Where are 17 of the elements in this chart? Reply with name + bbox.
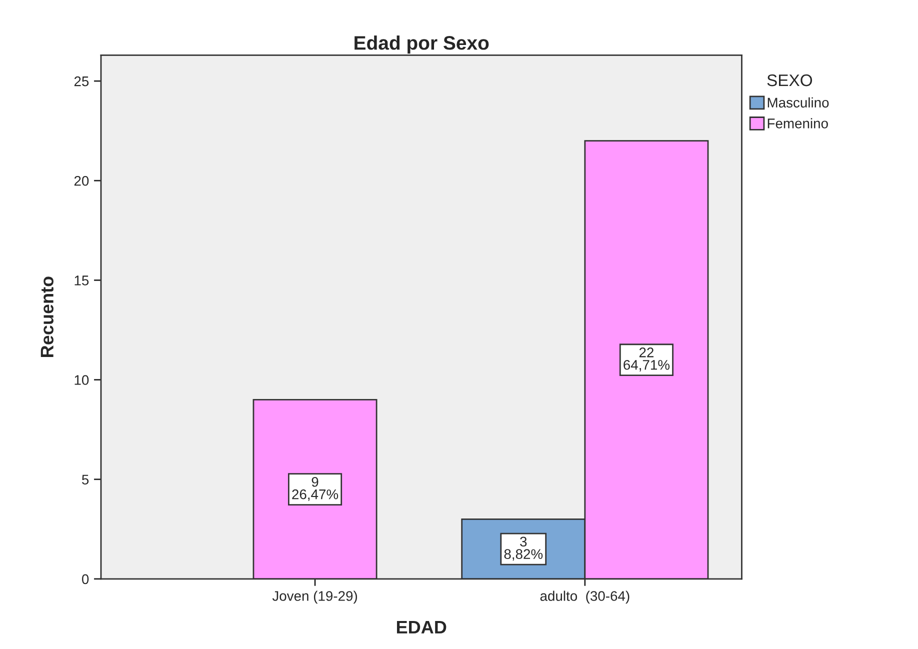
legend-title: SEXO xyxy=(767,74,812,86)
x-axis-title: EDAD xyxy=(396,620,446,634)
legend-label: Masculino xyxy=(768,97,829,108)
data-label: 9 26,47% xyxy=(292,476,338,501)
y-tick-label: 20 xyxy=(74,176,89,186)
chart-title: Edad por Sexo xyxy=(354,36,489,54)
y-tick-label: 0 xyxy=(82,574,89,584)
legend-label: Femenino xyxy=(768,118,828,128)
y-tick-label: 25 xyxy=(74,76,89,86)
y-tick-label: 5 xyxy=(82,474,89,485)
x-tick-label: adulto (30-64) xyxy=(540,590,630,604)
data-label: 22 64,71% xyxy=(624,348,670,372)
x-tick-label: Joven (19-29) xyxy=(272,590,358,604)
y-tick-label: 10 xyxy=(74,375,89,385)
data-label: 3 8,82% xyxy=(504,536,543,561)
y-tick-label: 15 xyxy=(74,276,89,286)
y-axis-title: Recuento xyxy=(40,276,54,357)
